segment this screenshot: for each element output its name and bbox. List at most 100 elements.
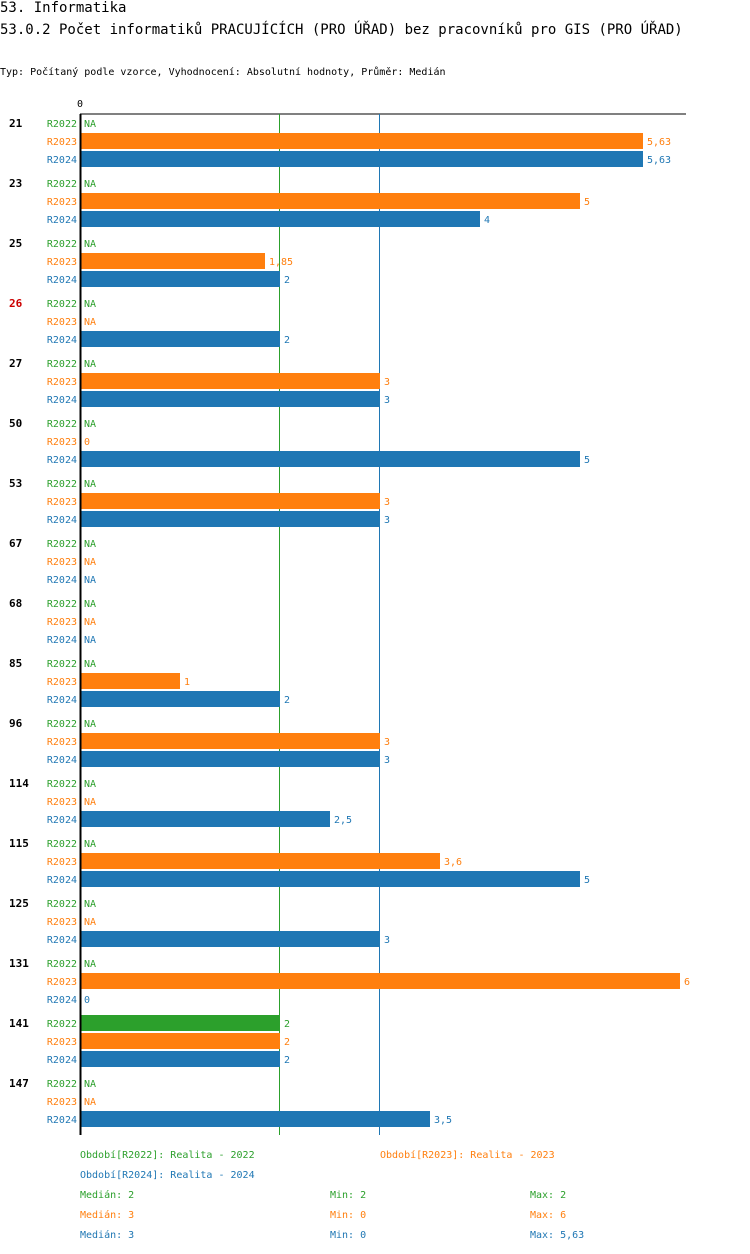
data-label: NA [84, 359, 96, 370]
bar-23-r2024 [80, 211, 480, 227]
data-label: 3 [384, 737, 390, 748]
series-label: R2023 [47, 377, 77, 388]
group-label-23: 23 [9, 177, 22, 190]
legend-min-r2024: Min: 0 [330, 1230, 367, 1241]
series-label: R2023 [47, 557, 77, 568]
series-label: R2024 [47, 995, 77, 1006]
data-label: 5 [584, 197, 590, 208]
data-label: 1,85 [269, 257, 293, 268]
legend-min-r2022: Min: 2 [330, 1190, 367, 1201]
data-label: 5 [584, 875, 590, 886]
group-label-96: 96 [9, 717, 23, 730]
bar-21-r2024 [80, 151, 643, 167]
series-label: R2022 [47, 359, 77, 370]
series-label: R2023 [47, 197, 77, 208]
bar-96-r2023 [80, 733, 380, 749]
series-label: R2022 [47, 119, 77, 130]
series-label: R2023 [47, 617, 77, 628]
data-label: NA [84, 635, 96, 646]
legend-min-r2023: Min: 0 [330, 1210, 367, 1221]
group-label-25: 25 [9, 237, 22, 250]
data-label: 4 [484, 215, 490, 226]
data-label: NA [84, 659, 96, 670]
series-label: R2022 [47, 479, 77, 490]
group-label-147: 147 [9, 1077, 29, 1090]
series-label: R2024 [47, 515, 77, 526]
series-label: R2022 [47, 899, 77, 910]
group-label-68: 68 [9, 597, 22, 610]
data-label: NA [84, 617, 96, 628]
data-label: 3 [384, 497, 390, 508]
chart-subtitle: Typ: Počítaný podle vzorce, Vyhodnocení:… [0, 67, 446, 78]
data-label: NA [84, 779, 96, 790]
data-label: NA [84, 575, 96, 586]
series-label: R2024 [47, 1115, 77, 1126]
series-label: R2023 [47, 917, 77, 928]
group-label-125: 125 [9, 897, 29, 910]
group-label-50: 50 [9, 417, 22, 430]
series-label: R2022 [47, 539, 77, 550]
group-label-67: 67 [9, 537, 22, 550]
data-label: NA [84, 479, 96, 490]
data-label: NA [84, 1079, 96, 1090]
data-label: 0 [84, 437, 90, 448]
bar-141-r2022 [80, 1015, 280, 1031]
group-label-115: 115 [9, 837, 29, 850]
series-label: R2023 [47, 1097, 77, 1108]
bar-147-r2024 [80, 1111, 430, 1127]
legend-max-r2024: Max: 5,63 [530, 1230, 585, 1241]
bar-26-r2024 [80, 331, 280, 347]
group-label-26: 26 [9, 297, 23, 310]
series-label: R2022 [47, 179, 77, 190]
series-label: R2024 [47, 335, 77, 346]
bar-115-r2023 [80, 853, 440, 869]
series-label: R2022 [47, 959, 77, 970]
data-label: NA [84, 239, 96, 250]
series-label: R2023 [47, 137, 77, 148]
data-label: 3 [384, 395, 390, 406]
series-label: R2024 [47, 1055, 77, 1066]
data-label: NA [84, 599, 96, 610]
data-label: 2 [284, 335, 290, 346]
data-label: 3 [384, 515, 390, 526]
data-label: 3 [384, 377, 390, 388]
legend-period-r2023: Období[R2023]: Realita - 2023 [380, 1150, 555, 1161]
series-label: R2023 [47, 497, 77, 508]
bar-131-r2023 [80, 973, 680, 989]
bar-141-r2023 [80, 1033, 280, 1049]
group-label-53: 53 [9, 477, 22, 490]
series-label: R2022 [47, 719, 77, 730]
series-label: R2022 [47, 239, 77, 250]
group-label-141: 141 [9, 1017, 29, 1030]
series-label: R2023 [47, 977, 77, 988]
data-label: NA [84, 317, 96, 328]
group-label-131: 131 [9, 957, 29, 970]
data-label: 5 [584, 455, 590, 466]
legend-median-r2023: Medián: 3 [80, 1210, 135, 1221]
legend-median-r2024: Medián: 3 [80, 1230, 135, 1241]
series-label: R2024 [47, 635, 77, 646]
data-label: 3,5 [434, 1115, 452, 1126]
data-label: NA [84, 539, 96, 550]
series-label: R2024 [47, 215, 77, 226]
data-label: 1 [184, 677, 190, 688]
bar-53-r2024 [80, 511, 380, 527]
data-label: 2 [284, 1055, 290, 1066]
series-label: R2023 [47, 317, 77, 328]
series-label: R2022 [47, 1019, 77, 1030]
series-label: R2023 [47, 1037, 77, 1048]
series-label: R2024 [47, 935, 77, 946]
series-label: R2022 [47, 839, 77, 850]
bar-125-r2024 [80, 931, 380, 947]
series-label: R2024 [47, 755, 77, 766]
data-label: NA [84, 959, 96, 970]
bar-96-r2024 [80, 751, 380, 767]
data-label: 0 [84, 995, 90, 1006]
data-label: NA [84, 719, 96, 730]
data-label: NA [84, 839, 96, 850]
data-label: NA [84, 917, 96, 928]
data-label: 6 [684, 977, 690, 988]
legend-max-r2023: Max: 6 [530, 1210, 567, 1221]
series-label: R2024 [47, 815, 77, 826]
series-label: R2024 [47, 875, 77, 886]
